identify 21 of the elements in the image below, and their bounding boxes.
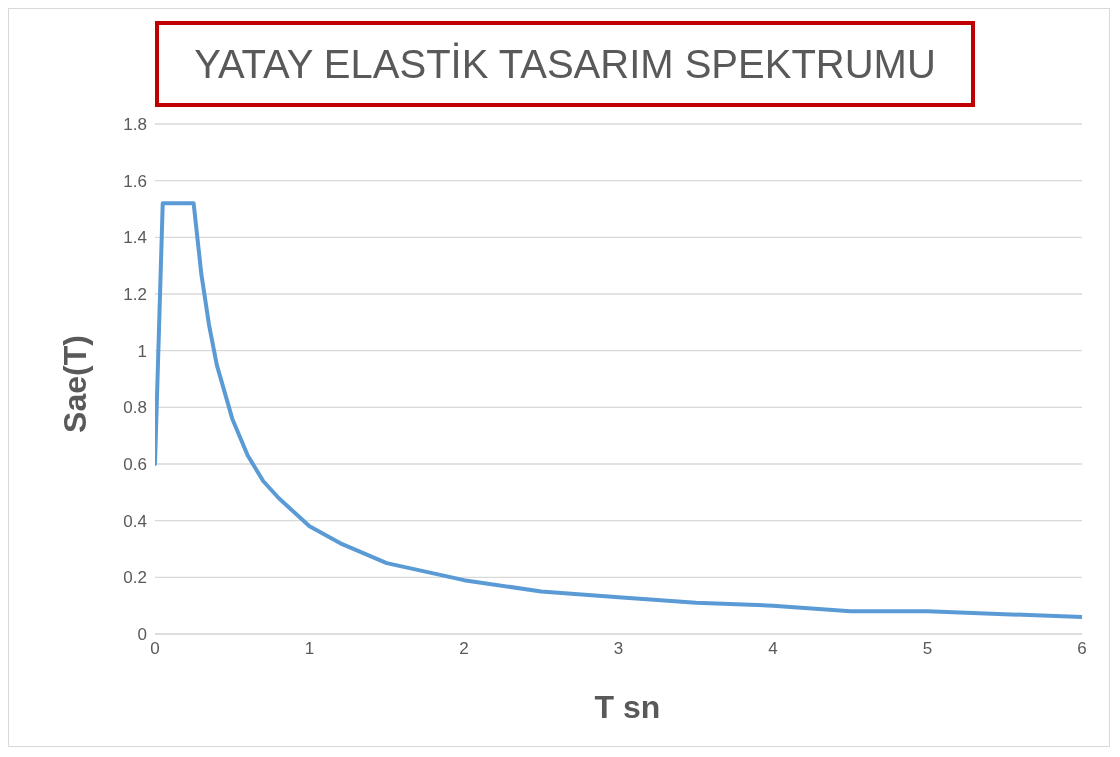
y-tick-label: 1.2 [123,285,147,305]
y-tick-label: 0.8 [123,398,147,418]
x-tick-label: 1 [304,639,315,659]
x-axis-title: T sn [593,689,662,726]
chart-title: YATAY ELASTİK TASARIM SPEKTRUMU [155,21,975,107]
y-tick-label: 0.6 [123,455,147,475]
x-tick-label: 4 [768,639,778,659]
y-tick-label: 0.4 [123,511,147,531]
x-tick-label: 5 [922,639,933,659]
x-tick-label: 2 [459,639,469,659]
line-series [155,201,1082,619]
x-tick-label: 6 [1077,639,1087,659]
y-axis-title: Sae(T) [56,335,94,433]
y-tick-label: 1.4 [123,228,147,248]
x-tick-label: 0 [150,639,160,659]
x-tick-label: 3 [613,639,624,659]
y-tick-label: 1 [137,341,147,361]
y-tick-label: 0 [137,625,147,645]
y-tick-label: 1.6 [123,171,147,191]
y-tick-label: 1.8 [123,115,147,135]
y-tick-label: 0.2 [123,568,147,588]
